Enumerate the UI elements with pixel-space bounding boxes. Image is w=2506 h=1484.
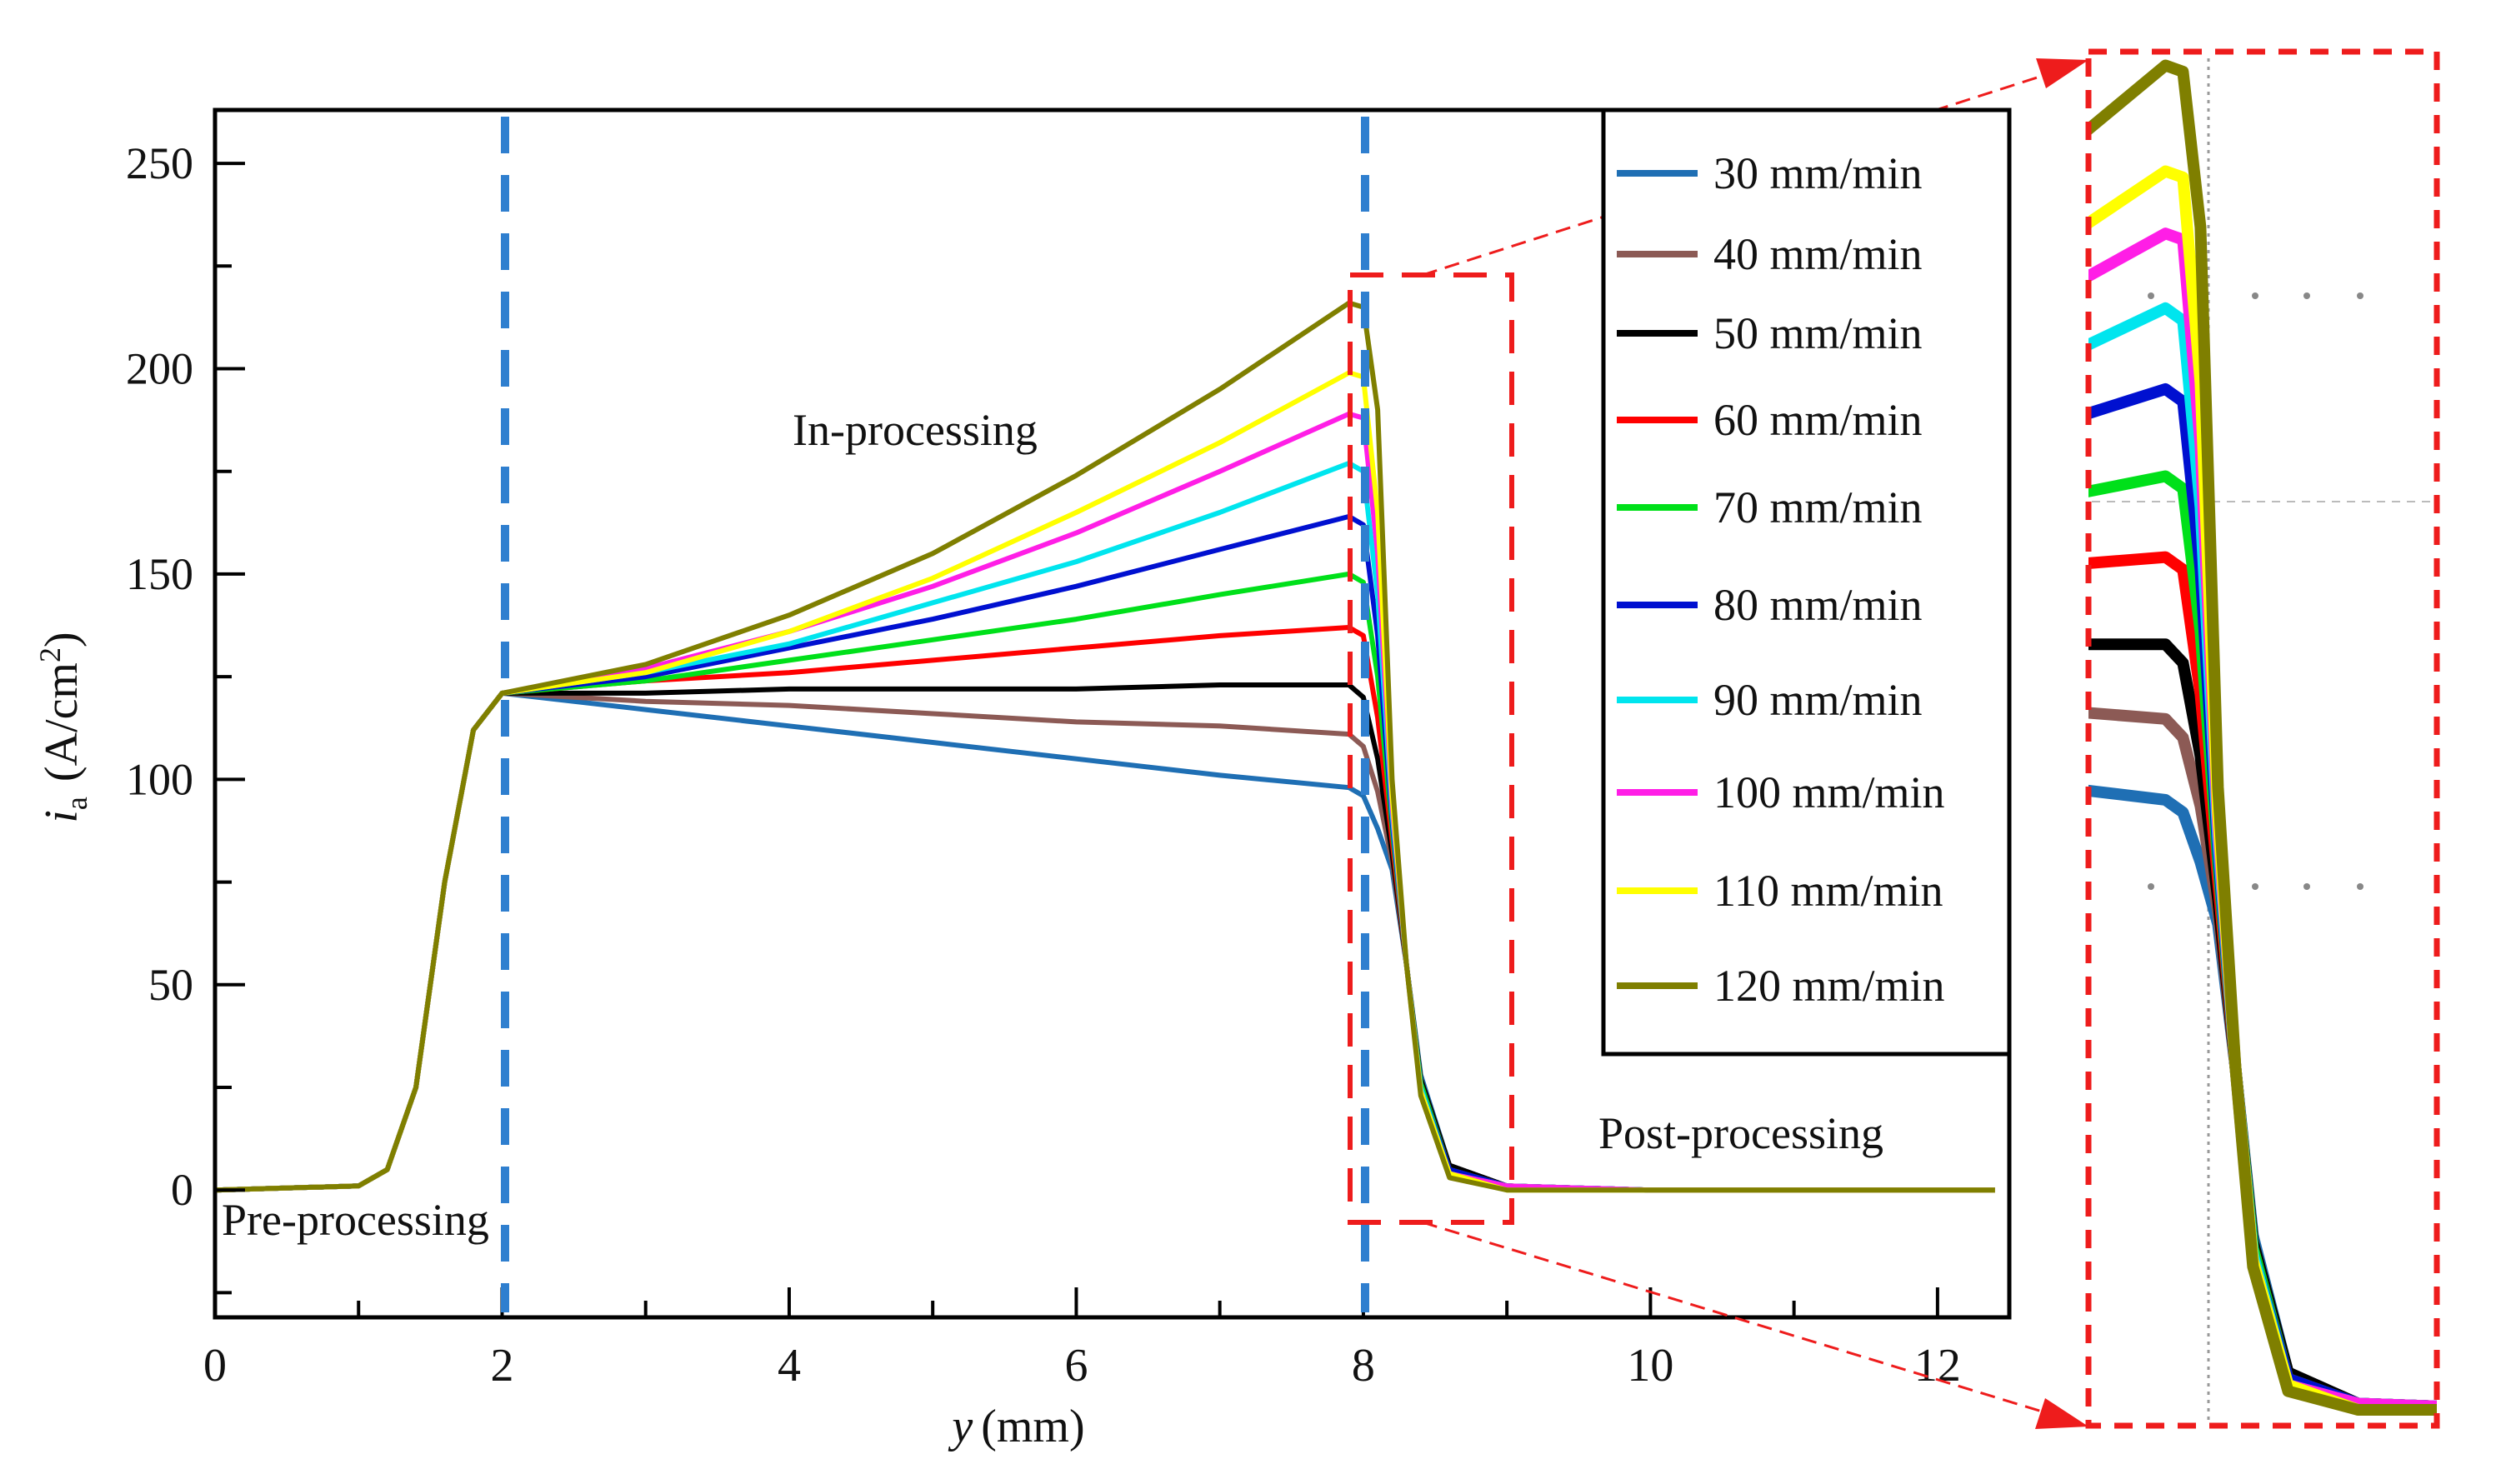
legend-label: 100 mm/min [1713, 767, 1945, 817]
annotation-in-processing: In-processing [793, 405, 1038, 455]
inset-series-line-120 [2088, 59, 2437, 1416]
legend-label: 50 mm/min [1713, 308, 1923, 358]
inset-grid-marker [2148, 292, 2154, 299]
inset-grid-marker [2357, 292, 2363, 299]
y-tick-label: 250 [126, 138, 193, 188]
inset-series-line-40 [2088, 707, 2437, 1412]
x-tick-label: 4 [778, 1340, 801, 1392]
legend-label: 40 mm/min [1713, 229, 1923, 279]
y-axis-label-symbol: i [36, 810, 88, 823]
zoom-inset [2085, 48, 2440, 1429]
x-axis-label: y (mm) [948, 1401, 1084, 1452]
inset-grid-marker [2303, 883, 2310, 890]
inset-grid-marker [2357, 883, 2363, 890]
main-plot-lines [214, 300, 1995, 1193]
x-tick-label: 12 [1914, 1340, 1961, 1392]
legend-label: 80 mm/min [1713, 580, 1923, 630]
y-tick-label: 0 [171, 1165, 193, 1215]
legend-label: 60 mm/min [1713, 395, 1923, 445]
y-tick-label: 50 [148, 960, 193, 1010]
x-tick-label: 2 [490, 1340, 513, 1392]
legend-label: 90 mm/min [1713, 675, 1923, 725]
x-axis-label-symbol: y [948, 1401, 973, 1452]
legend-label: 110 mm/min [1713, 866, 1943, 916]
x-axis-label-unit: (mm) [981, 1401, 1084, 1452]
y-axis-label-close: ) [36, 632, 88, 647]
x-tick-label: 0 [203, 1340, 227, 1392]
zoom-arrowhead-top [2036, 58, 2088, 88]
legend-label: 70 mm/min [1713, 482, 1923, 532]
x-tick-label: 6 [1064, 1340, 1088, 1392]
zoom-arrowhead-bottom [2035, 1398, 2088, 1429]
inset-grid-marker [2148, 883, 2154, 890]
y-axis-label-unit: (A/cm [36, 662, 88, 782]
series-line-120 [214, 300, 1995, 1193]
inset-box [2085, 48, 2440, 1429]
y-axis-label-sup: 2 [33, 647, 67, 662]
zoom-arrow-bottom [1422, 1221, 2051, 1416]
y-tick-label: 200 [126, 344, 193, 394]
legend-label: 120 mm/min [1713, 961, 1945, 1011]
zoom-region-box [1348, 272, 1514, 1225]
axes: 0 2 4 6 8 10 12 0 50 100 150 200 250 [126, 107, 2012, 1392]
inset-series-line-30 [2088, 784, 2437, 1412]
inset-lines [2088, 59, 2437, 1416]
annotation-pre-processing: Pre-processing [222, 1195, 489, 1245]
inset-grid-marker [2303, 292, 2310, 299]
y-axis-label: ia (A/cm2) [33, 632, 93, 822]
inset-grid-marker [2252, 883, 2258, 890]
x-tick-label: 10 [1627, 1340, 1673, 1392]
annotation-post-processing: Post-processing [1598, 1108, 1883, 1158]
x-tick-label: 8 [1352, 1340, 1375, 1392]
legend-label: 30 mm/min [1713, 148, 1923, 198]
y-tick-label: 100 [126, 754, 193, 804]
inset-grid-marker [2252, 292, 2258, 299]
legend: 30 mm/min 40 mm/min 50 mm/min 60 mm/min 70 m… [1617, 148, 1945, 1011]
legend-box [1601, 107, 2012, 1057]
y-axis-label-sub: a [60, 797, 93, 810]
y-tick-label: 150 [126, 549, 193, 599]
